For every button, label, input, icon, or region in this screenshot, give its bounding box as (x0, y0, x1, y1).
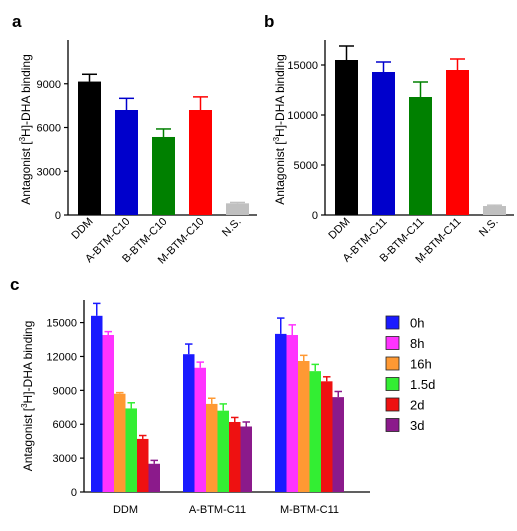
bar-b-btm-c11 (409, 97, 432, 215)
x-tick-label: M-BTM-C11 (280, 504, 339, 516)
y-tick-label: 3000 (53, 453, 77, 465)
x-tick-label: N.S. (477, 216, 501, 240)
bar-2d (229, 421, 241, 492)
y-tick-label: 15000 (287, 60, 318, 72)
bar-m-btm-c10 (189, 110, 212, 215)
bar-a-btm-c11 (372, 72, 395, 215)
y-tick-label: 6000 (37, 123, 61, 135)
y-tick-label: 5000 (294, 160, 318, 172)
y-axis-label: Antagonist [3H]-DHA binding (272, 54, 287, 205)
bar-8h (194, 367, 206, 492)
bar-a-btm-c10 (115, 110, 138, 215)
legend-label: 2d (410, 398, 424, 413)
x-tick-label: DDM (69, 216, 95, 242)
y-tick-label: 9000 (37, 79, 61, 91)
x-tick-label: DDM (113, 504, 138, 516)
y-tick-label: 15000 (46, 318, 77, 330)
x-tick-label: N.S. (220, 216, 244, 240)
bar-16h (114, 393, 126, 492)
bar-8h (102, 335, 114, 492)
bar-n-s- (483, 206, 506, 215)
y-tick-label: 0 (55, 210, 61, 222)
legend-label: 1.5d (410, 377, 435, 392)
panel-c: c 0 3000 6000 9000 12000 15000 Antagonist [3H]-… (10, 275, 435, 516)
legend-swatch (385, 315, 400, 330)
bar-3d (240, 426, 252, 492)
bar-16h (206, 403, 218, 492)
y-axis-label: Antagonist [3H]-DHA binding (20, 321, 35, 472)
bar-2d (321, 381, 333, 492)
legend: 0h 8h 16h 1.5d 2d 3d (385, 315, 435, 433)
bar-16h (298, 360, 310, 492)
panel-letter: b (264, 12, 274, 31)
y-axis-label: Antagonist [3H]-DHA binding (18, 54, 33, 205)
x-tick-label: A-BTM-C11 (189, 504, 246, 516)
y-tick-label: 3000 (37, 166, 61, 178)
bar-3d (148, 463, 160, 492)
bar-0h (91, 315, 103, 492)
bar-ddm (78, 81, 101, 215)
bar-0h (275, 333, 287, 492)
bar-ddm (335, 60, 358, 215)
legend-swatch (385, 418, 400, 432)
legend-label: 8h (410, 336, 424, 351)
bar-1-5d (125, 408, 137, 492)
legend-swatch (385, 397, 400, 412)
legend-label: 16h (410, 357, 432, 372)
panel-a: a 0 3000 6000 9000 Antagonist [3H]-DHA bindin… (12, 12, 257, 266)
bar-8h (286, 335, 298, 492)
y-tick-label: 6000 (53, 419, 77, 431)
bar-1-5d (217, 410, 229, 492)
bar-b-btm-c10 (152, 136, 175, 215)
y-tick-label: 10000 (287, 110, 318, 122)
legend-swatch (385, 356, 400, 371)
panel-letter: c (10, 275, 19, 294)
y-tick-label: 9000 (53, 385, 77, 397)
panel-letter: a (12, 12, 22, 31)
y-tick-label: 0 (71, 487, 77, 499)
x-tick-label: DDM (326, 216, 352, 242)
bar-1-5d (309, 371, 321, 492)
y-tick-label: 12000 (46, 351, 77, 363)
y-tick-label: 0 (312, 210, 318, 222)
bar-0h (183, 354, 195, 492)
legend-swatch (385, 377, 400, 391)
bar-m-btm-c11 (446, 70, 469, 215)
bar-3d (332, 397, 344, 492)
legend-swatch (385, 336, 400, 350)
legend-label: 0h (410, 316, 424, 331)
bar-n-s- (226, 203, 249, 215)
legend-label: 3d (410, 418, 424, 433)
bar-2d (137, 438, 149, 492)
